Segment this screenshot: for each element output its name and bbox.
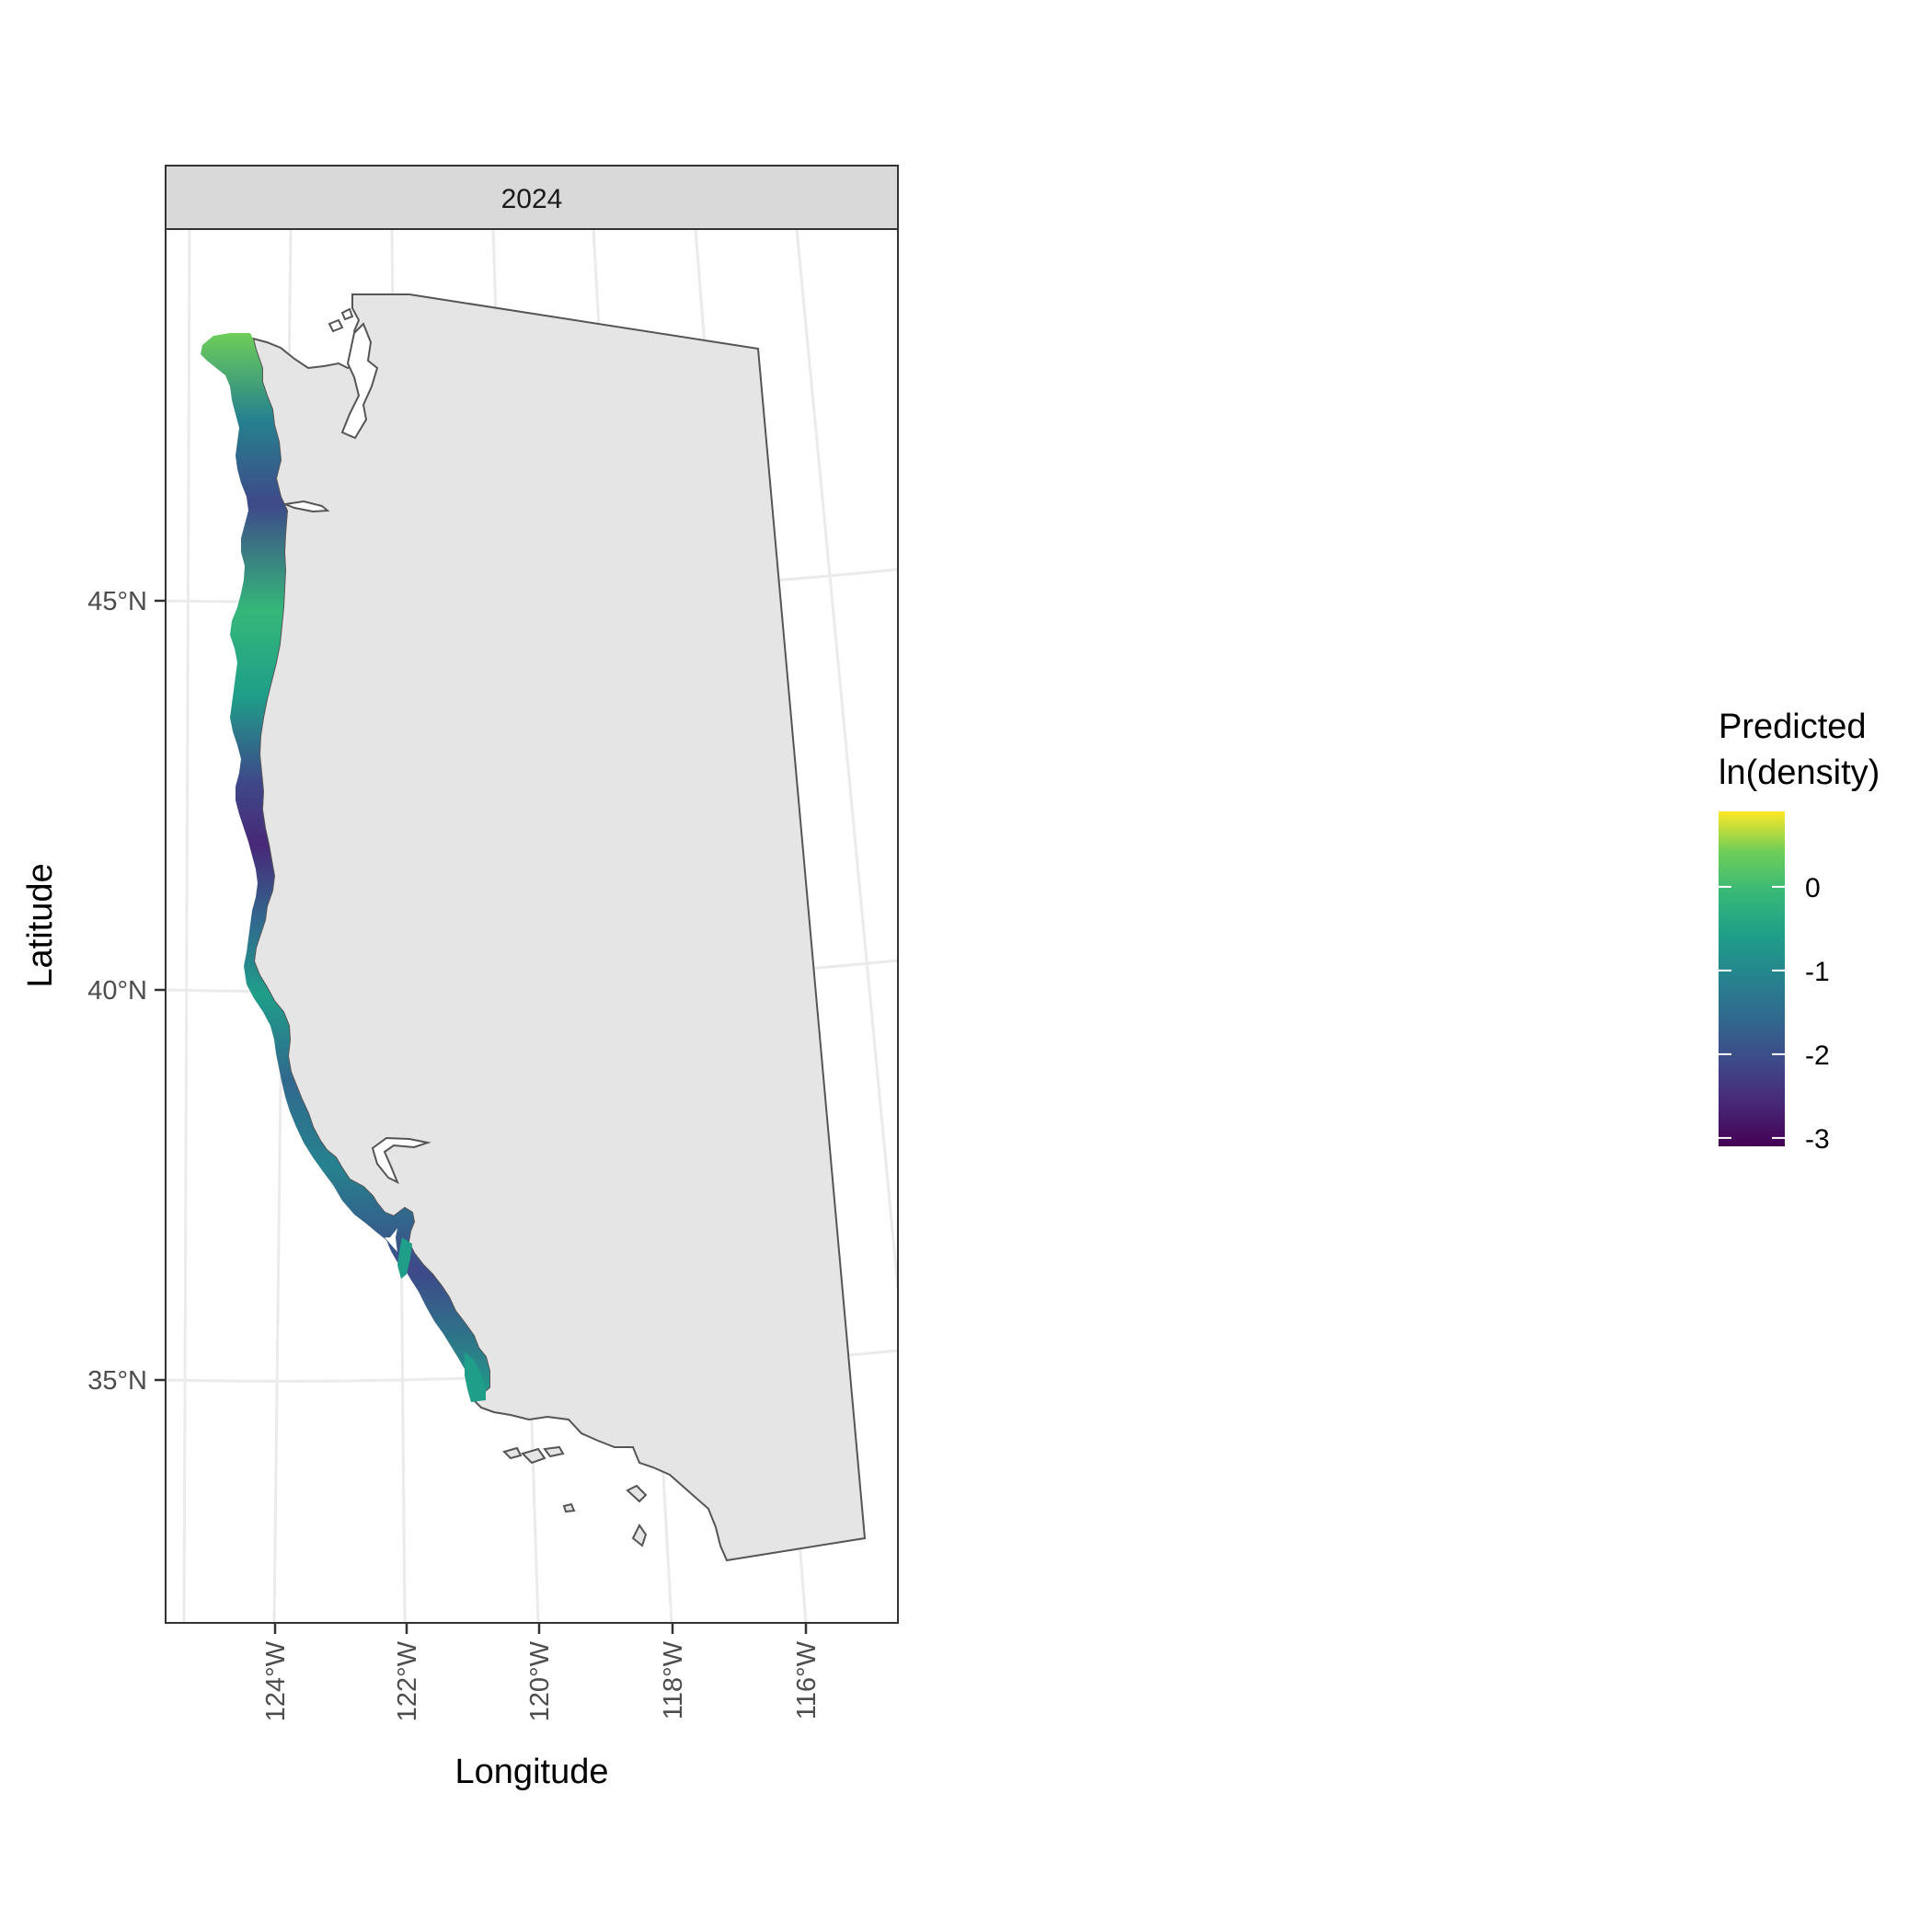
density-band-north — [201, 333, 489, 1400]
sf-bay — [371, 1136, 431, 1185]
y-tick-label: 40°N — [87, 976, 147, 1006]
density-band-channel-islands — [397, 1237, 412, 1279]
map-panel — [165, 228, 899, 1624]
legend-colorbar — [1719, 811, 1785, 1146]
x-axis-title: Longitude — [455, 1753, 609, 1791]
y-tick-label: 35°N — [87, 1366, 147, 1396]
x-tick-label: 116°W — [792, 1640, 822, 1719]
legend-tick-label: -2 — [1805, 1041, 1830, 1071]
x-tick-label: 124°W — [261, 1640, 291, 1721]
x-tick-label: 122°W — [393, 1640, 422, 1721]
x-tick-label: 118°W — [659, 1640, 688, 1719]
y-axis: 45°N 40°N 35°N — [87, 587, 166, 1396]
facet-strip: 2024 — [165, 165, 899, 230]
x-axis: 124°W 122°W 120°W 118°W 116°W — [261, 1623, 822, 1721]
legend-tick-label: 0 — [1805, 873, 1821, 903]
legend-title-line2: ln(density) — [1719, 753, 1880, 792]
legend: Predicted ln(density) 0 -1 -2 -3 — [1719, 707, 1880, 1155]
legend-title-line1: Predicted — [1719, 707, 1867, 746]
legend-ticks: 0 -1 -2 -3 — [1719, 873, 1830, 1155]
san-juan-islands — [328, 307, 354, 333]
legend-tick-label: -3 — [1805, 1124, 1830, 1155]
x-tick-label: 120°W — [525, 1640, 555, 1721]
puget-sound — [340, 322, 379, 440]
y-axis-title: Latitude — [21, 863, 60, 987]
legend-tick-label: -1 — [1805, 957, 1830, 987]
y-tick-label: 45°N — [87, 587, 147, 616]
density-band-south — [465, 1352, 486, 1402]
columbia-estuary — [282, 500, 330, 513]
facet-label: 2024 — [501, 184, 563, 214]
channel-islands — [502, 1445, 648, 1547]
